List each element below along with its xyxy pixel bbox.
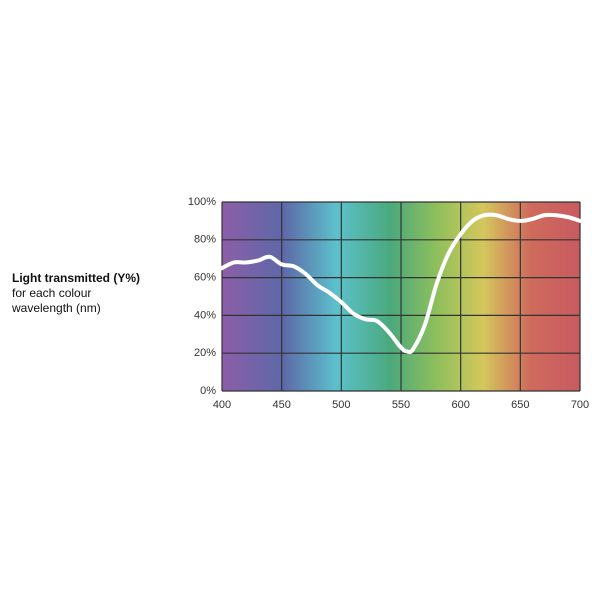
chart-title: Light transmitted (Y%) — [12, 271, 140, 285]
x-tick-label: 600 — [451, 399, 469, 411]
y-tick-label: 60% — [194, 272, 216, 284]
y-tick-label: 80% — [194, 234, 216, 246]
y-tick-label: 0% — [200, 385, 216, 397]
subtitle-line: wavelength (nm) — [11, 301, 101, 315]
x-tick-label: 500 — [332, 399, 350, 411]
y-tick-label: 100% — [188, 196, 216, 208]
x-tick-label: 450 — [272, 399, 290, 411]
x-tick-label: 650 — [511, 399, 529, 411]
y-tick-label: 20% — [194, 347, 216, 359]
series-line — [220, 212, 582, 355]
subtitle-line: for each colour — [12, 286, 91, 300]
y-tick-label: 40% — [194, 309, 216, 321]
x-tick-label: 700 — [571, 399, 589, 411]
x-tick-label: 400 — [213, 399, 231, 411]
x-tick-label: 550 — [392, 399, 410, 411]
